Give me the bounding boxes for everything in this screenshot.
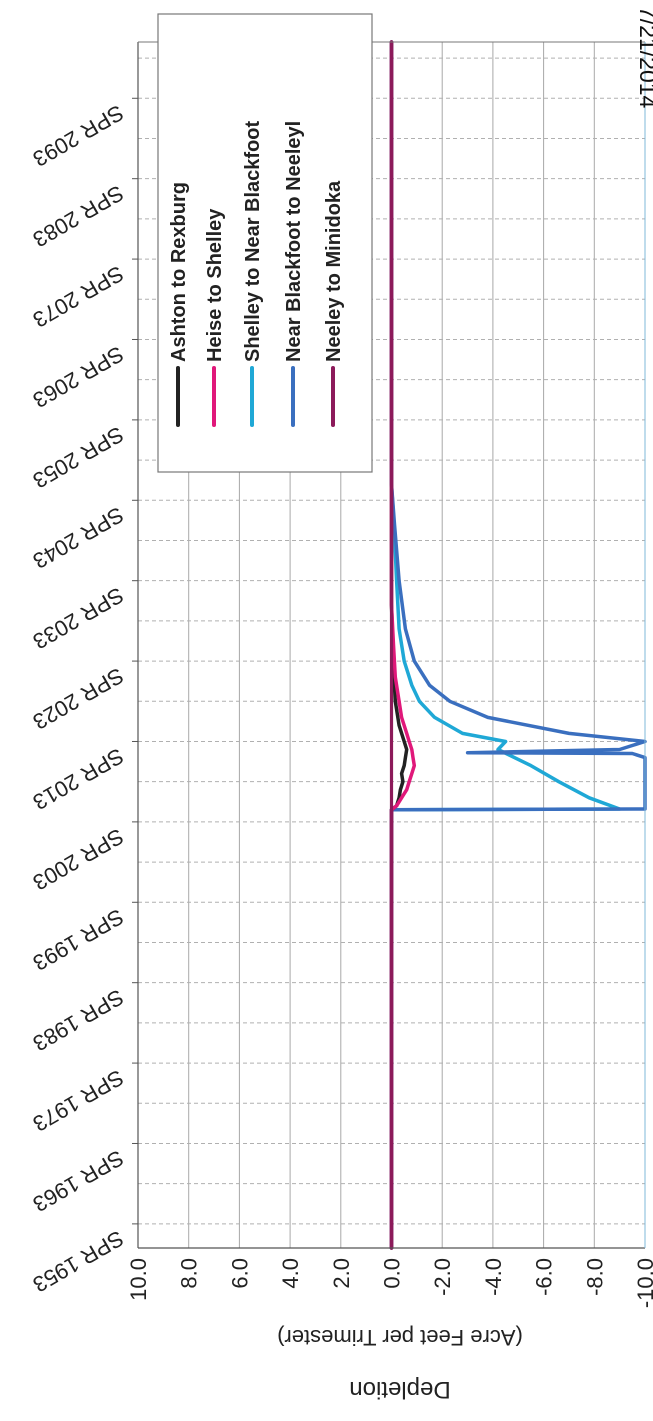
- series-line-heise: [389, 40, 417, 1250]
- legend: Ashton to Rexburg Heise to Shelley Shelley…: [157, 13, 373, 473]
- value-tick-label: 4.0: [278, 1258, 303, 1289]
- legend-label-shelley: Shelley to Near Blackfoot: [242, 120, 264, 362]
- legend-box: [157, 13, 373, 473]
- y-axis-title-line-2: (Acre Feet per Trimester): [277, 1325, 523, 1350]
- legend-label-ashton: Ashton to Rexburg: [168, 182, 190, 362]
- y-axis-title: Depletion (Acre Feet per Trimester): [277, 1325, 523, 1403]
- value-tick-label: -2.0: [430, 1258, 455, 1296]
- legend-label-blackfoot: Near Blackfoot to Neeleyl: [283, 121, 305, 362]
- value-tick-label: 10.0: [126, 1258, 151, 1301]
- value-tick-label: -8.0: [582, 1258, 607, 1296]
- series-line-shelley: [389, 40, 622, 1250]
- date-stamp: 7/21/2014: [635, 6, 653, 109]
- y-axis-title-line-1: Depletion: [349, 1376, 450, 1403]
- value-tick-label: 2.0: [329, 1258, 354, 1289]
- value-tick-label: -4.0: [481, 1258, 506, 1296]
- value-tick-label: 8.0: [177, 1258, 202, 1289]
- legend-label-heise: Heise to Shelley: [204, 208, 226, 362]
- value-tick-label: -10.0: [633, 1258, 653, 1308]
- value-tick-label: -6.0: [532, 1258, 557, 1296]
- value-tick-label: 6.0: [227, 1258, 252, 1289]
- value-tick-label: 0.0: [380, 1258, 405, 1289]
- legend-label-neeley: Neeley to Minidoka: [323, 180, 345, 362]
